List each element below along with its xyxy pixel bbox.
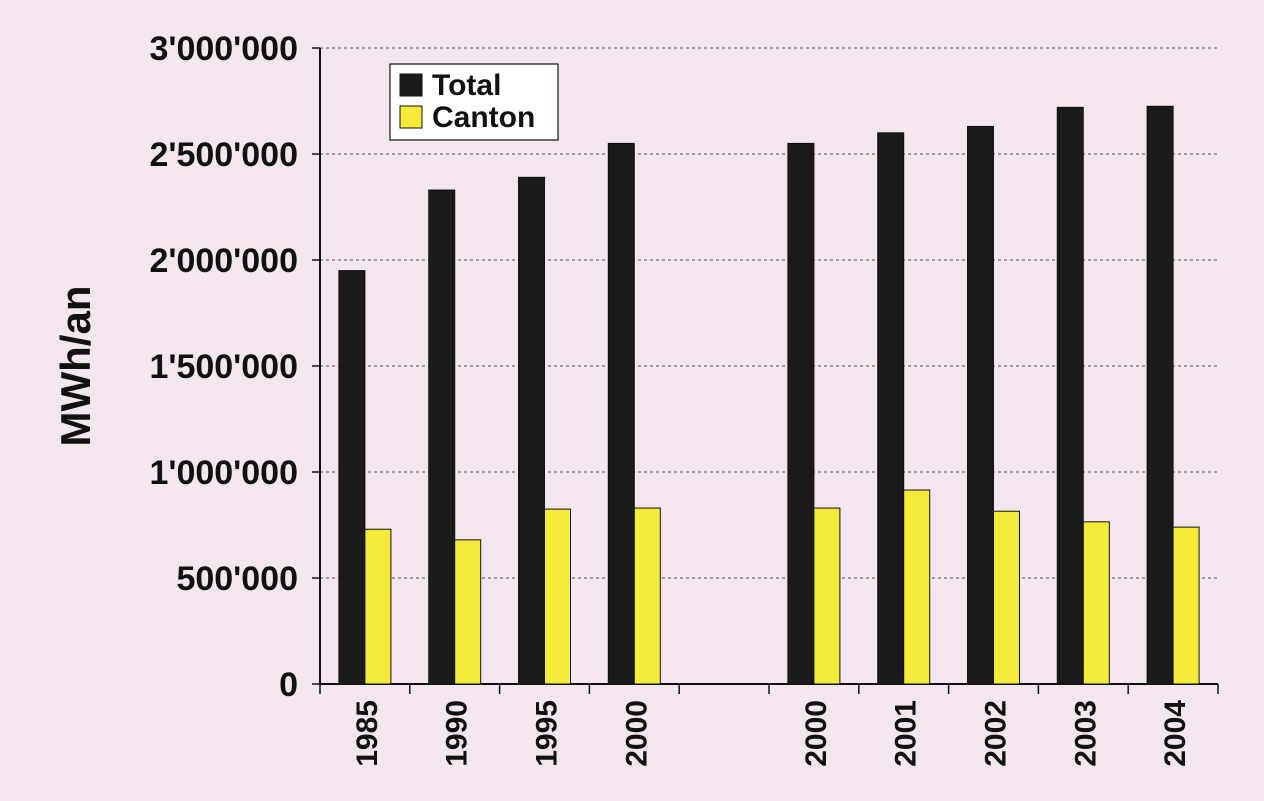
legend-label-total: Total <box>432 69 501 102</box>
x-tick-label: 2002 <box>980 700 1013 767</box>
bar-canton-1985 <box>364 528 392 685</box>
y-tick-label: 2'000'000 <box>149 242 298 280</box>
bar-canton-2002 <box>993 510 1020 685</box>
x-tick-label: 2000 <box>800 700 833 767</box>
y-tick-label: 1'000'000 <box>149 454 298 492</box>
bar-total-1985 <box>338 270 366 685</box>
x-tick-label: 2000 <box>620 700 653 767</box>
bar-canton-2004 <box>1172 526 1200 685</box>
legend-swatch-total <box>399 73 423 97</box>
bar-canton-2000 <box>813 507 841 685</box>
bar-total-2000 <box>787 142 815 685</box>
legend-swatch-canton <box>399 105 423 129</box>
bar-canton-2001 <box>903 489 931 685</box>
x-tick-label: 2001 <box>890 700 923 767</box>
bar-total-1995 <box>518 176 545 685</box>
y-tick-label: 3'000'000 <box>149 30 298 68</box>
bar-total-2004 <box>1146 105 1174 685</box>
legend-label-canton: Canton <box>432 101 535 134</box>
x-tick-label: 1990 <box>441 700 474 767</box>
bar-canton-2000 <box>633 507 661 685</box>
bar-canton-1995 <box>544 508 571 685</box>
x-tick-label: 1985 <box>351 700 384 767</box>
y-axis-title: MWh/an <box>52 286 99 447</box>
bar-total-2002 <box>967 125 994 685</box>
y-tick-label: 0 <box>279 666 298 704</box>
bar-canton-1990 <box>454 539 482 685</box>
y-tick-label: 500'000 <box>176 560 298 598</box>
y-tick-label: 2'500'000 <box>149 136 298 174</box>
bar-canton-2003 <box>1082 521 1110 685</box>
bar-total-2001 <box>877 132 905 685</box>
bar-total-2003 <box>1056 106 1084 685</box>
bar-total-1990 <box>428 189 456 685</box>
bar-total-2000 <box>607 142 635 685</box>
x-tick-label: 2004 <box>1159 700 1192 767</box>
x-tick-label: 1995 <box>531 700 564 767</box>
y-tick-label: 1'500'000 <box>149 348 298 386</box>
x-tick-label: 2003 <box>1069 700 1102 767</box>
